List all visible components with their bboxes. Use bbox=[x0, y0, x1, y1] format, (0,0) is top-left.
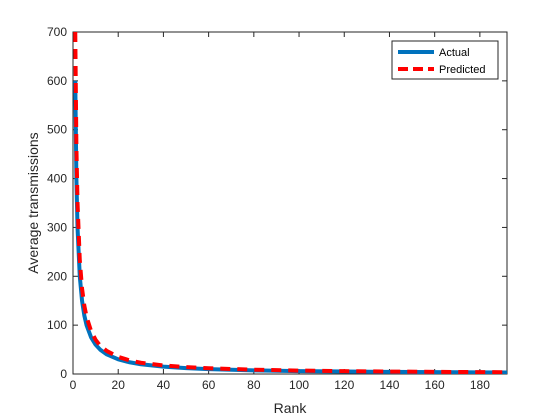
legend-label-actual: Actual bbox=[439, 47, 470, 59]
x-axis-label: Rank bbox=[274, 400, 308, 416]
legend-label-predicted: Predicted bbox=[439, 64, 485, 76]
y-tick-label: 100 bbox=[47, 318, 67, 332]
plot-frame bbox=[72, 31, 508, 375]
x-tick-label: 80 bbox=[247, 378, 261, 392]
x-tick-label: 140 bbox=[379, 378, 399, 392]
x-tick-label: 160 bbox=[425, 378, 445, 392]
axis-ticks: 0 20 40 60 80 100 120 140 160 180 0 100 200 300 400 500… bbox=[47, 25, 507, 392]
x-tick-label: 60 bbox=[202, 378, 216, 392]
y-tick-label: 400 bbox=[47, 172, 67, 186]
y-tick-label: 0 bbox=[60, 367, 67, 381]
plot-area bbox=[72, 31, 508, 375]
x-tick-label: 0 bbox=[70, 378, 77, 392]
series-layer bbox=[73, 32, 507, 374]
x-tick-label: 100 bbox=[289, 378, 309, 392]
y-tick-label: 600 bbox=[47, 74, 67, 88]
y-tick-label: 200 bbox=[47, 269, 67, 283]
x-tick-label: 20 bbox=[112, 378, 126, 392]
legend-box bbox=[391, 40, 499, 80]
x-tick-label: 180 bbox=[470, 378, 490, 392]
y-tick-label: 300 bbox=[47, 220, 67, 234]
y-tick-label: 700 bbox=[47, 25, 67, 39]
series-line-predicted bbox=[73, 32, 507, 374]
x-tick-label: 120 bbox=[334, 378, 354, 392]
y-axis-label: Average transmissions bbox=[25, 132, 41, 273]
y-tick-label: 500 bbox=[47, 123, 67, 137]
legend: Actual Predicted bbox=[391, 40, 499, 80]
x-tick-label: 40 bbox=[157, 378, 171, 392]
